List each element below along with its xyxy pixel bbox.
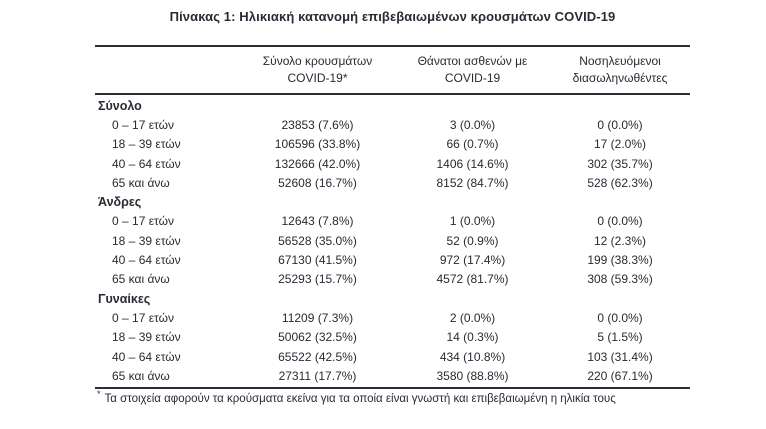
deaths-value: 434 (10.8%) [439, 349, 506, 364]
column-header-deaths: Θάνατοι ασθενών με COVID-19 [395, 53, 550, 87]
deaths-value: 3580 (88.8%) [436, 368, 509, 383]
table-row: 65 και άνω 27311 (17.7%) 3580 (88.8%) 22… [95, 366, 690, 385]
intubated-value: 0 (0.0%) [597, 214, 643, 229]
deaths-value: 1 (0.0%) [449, 214, 496, 229]
age-group-label: 65 και άνω [112, 175, 170, 190]
age-group-label: 65 και άνω [112, 368, 170, 383]
column-header-cases: Σύνολο κρουσμάτων COVID-19* [240, 53, 395, 87]
age-group-label: 0 – 17 ετών [112, 117, 174, 132]
intubated-value: 308 (59.3%) [587, 272, 653, 287]
age-group-label: 18 – 39 ετών [112, 330, 181, 345]
deaths-value: 52 (0.9%) [446, 233, 499, 248]
intubated-value: 103 (31.4%) [587, 349, 653, 364]
intubated-value: 12 (2.3%) [593, 233, 647, 248]
cases-value: 56528 (35.0%) [278, 233, 357, 248]
table-row: 0 – 17 ετών 23853 (7.6%) 3 (0.0%) 0 (0.0… [95, 115, 690, 134]
cases-value: 12643 (7.8%) [281, 214, 354, 229]
table-header-row: Σύνολο κρουσμάτων COVID-19* Θάνατοι ασθε… [95, 47, 690, 95]
deaths-value: 14 (0.3%) [446, 330, 499, 345]
column-header-cases-line1: Σύνολο κρουσμάτων [262, 54, 373, 68]
section-header-men: Άνδρες [98, 195, 142, 210]
deaths-value: 972 (17.4%) [439, 253, 506, 268]
intubated-value: 199 (38.3%) [587, 253, 653, 268]
table-row: 0 – 17 ετών 11209 (7.3%) 2 (0.0%) 0 (0.0… [95, 308, 690, 327]
intubated-value: 0 (0.0%) [597, 117, 643, 132]
table-row: 40 – 64 ετών 65522 (42.5%) 434 (10.8%) 1… [95, 347, 690, 366]
cases-value: 50062 (32.5%) [278, 330, 357, 345]
table-row: 18 – 39 ετών 56528 (35.0%) 52 (0.9%) 12 … [95, 231, 690, 250]
intubated-value: 0 (0.0%) [597, 310, 643, 325]
column-header-empty [95, 53, 240, 87]
age-group-label: 40 – 64 ετών [112, 156, 181, 171]
table-row: 40 – 64 ετών 67130 (41.5%) 972 (17.4%) 1… [95, 250, 690, 269]
table-row: 65 και άνω 25293 (15.7%) 4572 (81.7%) 30… [95, 270, 690, 289]
column-header-deaths-line2: COVID-19 [444, 71, 501, 85]
section-header-women: Γυναίκες [98, 291, 151, 306]
table-row: 18 – 39 ετών 50062 (32.5%) 14 (0.3%) 5 (… [95, 328, 690, 347]
age-group-label: 40 – 64 ετών [112, 253, 181, 268]
cases-value: 132666 (42.0%) [274, 156, 361, 171]
covid-age-table: Σύνολο κρουσμάτων COVID-19* Θάνατοι ασθε… [95, 45, 690, 390]
footnote-marker: * [97, 389, 101, 399]
column-header-cases-line2: COVID-19* [287, 71, 348, 85]
table-row: 65 και άνω 52608 (16.7%) 8152 (84.7%) 52… [95, 173, 690, 192]
cases-value: 106596 (33.8%) [274, 137, 361, 152]
table-body: Σύνολο 0 – 17 ετών 23853 (7.6%) 3 (0.0%)… [95, 95, 690, 387]
intubated-value: 528 (62.3%) [587, 175, 653, 190]
age-group-label: 18 – 39 ετών [112, 233, 181, 248]
intubated-value: 220 (67.1%) [587, 368, 653, 383]
cases-value: 23853 (7.6%) [281, 117, 354, 132]
column-header-intubated: Νοσηλευόμενοι διασωληνωθέντες [550, 53, 690, 87]
column-header-deaths-line1: Θάνατοι ασθενών με [417, 54, 528, 68]
cases-value: 52608 (16.7%) [278, 175, 357, 190]
column-header-intubated-line2: διασωληνωθέντες [572, 71, 668, 85]
age-group-label: 65 και άνω [112, 272, 170, 287]
deaths-value: 4572 (81.7%) [436, 272, 509, 287]
cases-value: 65522 (42.5%) [278, 349, 357, 364]
section-header-total: Σύνολο [98, 98, 142, 113]
age-group-label: 40 – 64 ετών [112, 349, 181, 364]
intubated-value: 302 (35.7%) [587, 156, 653, 171]
deaths-value: 66 (0.7%) [446, 137, 499, 152]
deaths-value: 1406 (14.6%) [436, 156, 509, 171]
cases-value: 67130 (41.5%) [278, 253, 357, 268]
intubated-value: 5 (1.5%) [597, 330, 643, 345]
column-header-intubated-line1: Νοσηλευόμενοι [579, 54, 661, 68]
deaths-value: 8152 (84.7%) [436, 175, 509, 190]
table-title: Πίνακας 1: Ηλικιακή κατανομή επιβεβαιωμέ… [169, 9, 616, 24]
cases-value: 11209 (7.3%) [281, 310, 354, 325]
table-row: 18 – 39 ετών 106596 (33.8%) 66 (0.7%) 17… [95, 135, 690, 154]
age-group-label: 0 – 17 ετών [112, 310, 174, 325]
intubated-value: 17 (2.0%) [593, 137, 647, 152]
deaths-value: 2 (0.0%) [449, 310, 496, 325]
table-row: 40 – 64 ετών 132666 (42.0%) 1406 (14.6%)… [95, 154, 690, 173]
age-group-label: 0 – 17 ετών [112, 214, 174, 229]
age-group-label: 18 – 39 ετών [112, 137, 181, 152]
table-row: 0 – 17 ετών 12643 (7.8%) 1 (0.0%) 0 (0.0… [95, 212, 690, 231]
cases-value: 27311 (17.7%) [278, 368, 357, 383]
footnote: * Τα στοιχεία αφορούν τα κρούσματα εκείνα… [97, 389, 616, 405]
deaths-value: 3 (0.0%) [449, 117, 496, 132]
footnote-text: Τα στοιχεία αφορούν τα κρούσματα εκείνα … [104, 392, 616, 405]
cases-value: 25293 (15.7%) [278, 272, 357, 287]
